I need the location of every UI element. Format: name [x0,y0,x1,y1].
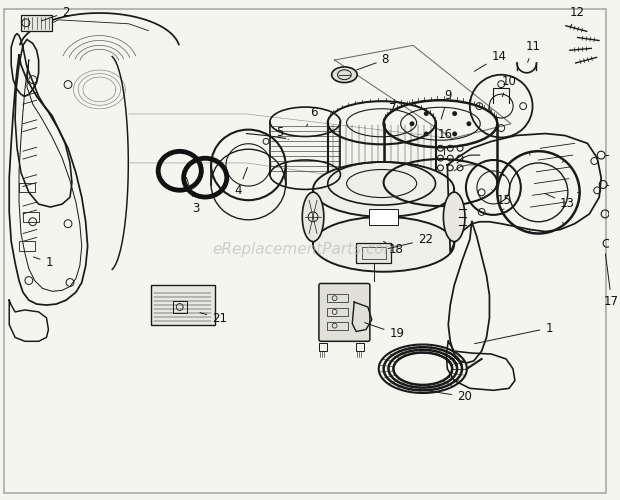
Text: 1: 1 [474,322,553,344]
Text: 9: 9 [441,89,452,119]
Ellipse shape [313,217,454,272]
FancyBboxPatch shape [319,284,370,342]
Ellipse shape [303,192,324,242]
Ellipse shape [443,192,465,242]
Text: 7: 7 [383,102,396,120]
Text: 2: 2 [42,6,69,21]
Bar [319,344,327,351]
Circle shape [410,122,415,126]
Bar [151,286,215,325]
Text: 22: 22 [388,234,433,248]
Text: 12: 12 [570,6,585,26]
Text: 21: 21 [200,312,227,324]
Text: 11: 11 [526,40,541,62]
Bar [362,247,386,259]
Bar [23,212,38,222]
Text: 17: 17 [604,254,619,308]
Bar [19,182,35,192]
Ellipse shape [332,67,357,82]
Bar [327,322,348,330]
Text: 15: 15 [492,190,511,207]
Circle shape [452,111,457,116]
Bar [19,242,35,251]
Text: 10: 10 [501,74,516,96]
Text: 14: 14 [474,50,507,72]
Text: 20: 20 [428,390,472,403]
Text: 13: 13 [545,194,575,210]
Text: 5: 5 [276,126,288,140]
Text: 4: 4 [234,168,247,198]
Text: 18: 18 [384,242,404,256]
Ellipse shape [313,162,454,217]
Text: 8: 8 [357,53,389,70]
Text: 16: 16 [438,128,453,156]
Text: 19: 19 [365,322,404,340]
Bar [327,294,348,302]
Text: eReplacementParts.com: eReplacementParts.com [212,242,399,256]
Bar [369,209,398,224]
Bar [327,308,348,316]
Text: 6: 6 [306,106,317,126]
Circle shape [424,111,428,116]
Text: 1: 1 [33,256,53,269]
Bar [356,344,364,351]
Bar [356,244,391,263]
Circle shape [452,132,457,136]
Circle shape [424,132,428,136]
Bar [173,301,187,313]
Bar [21,15,52,30]
Circle shape [466,122,471,126]
Text: 3: 3 [187,178,200,215]
